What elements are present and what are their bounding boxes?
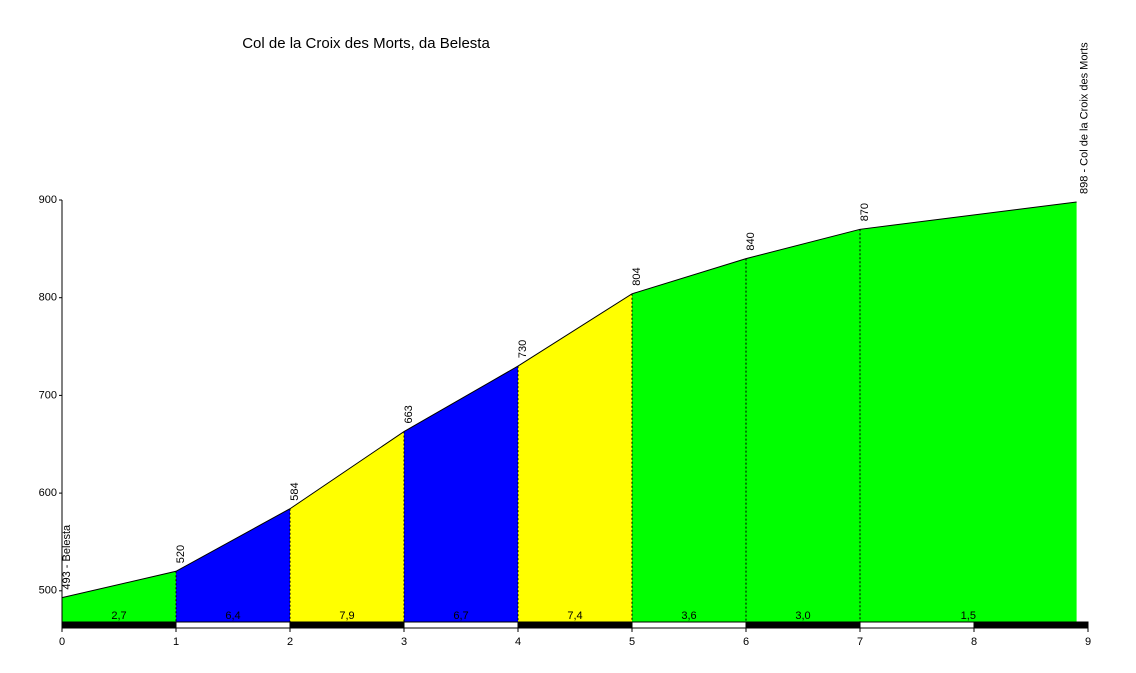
elevation-label: 663: [403, 405, 415, 423]
y-tick-label: 600: [39, 487, 57, 499]
km-strip: [403, 621, 519, 629]
x-tick-label: 5: [629, 636, 635, 648]
y-tick-label: 500: [39, 585, 57, 597]
x-tick-label: 0: [59, 636, 65, 648]
km-strip: [61, 621, 177, 629]
gradient-label: 1,5: [961, 610, 976, 622]
elevation-label: 840: [745, 232, 757, 250]
elevation-label: 730: [517, 340, 529, 358]
chart-title: Col de la Croix des Morts, da Belesta: [242, 35, 490, 52]
segment: [62, 571, 176, 625]
gradient-label: 6,7: [453, 610, 468, 622]
x-tick-label: 4: [515, 636, 521, 648]
x-tick-label: 3: [401, 636, 407, 648]
segment: [632, 258, 746, 625]
segment: [860, 201, 1077, 625]
segment: [404, 366, 518, 625]
km-strip: [745, 621, 861, 629]
x-tick-label: 6: [743, 636, 749, 648]
x-tick-label: 1: [173, 636, 179, 648]
elevation-label: 584: [289, 482, 301, 500]
km-strip: [517, 621, 633, 629]
km-strip: [631, 621, 747, 629]
segment: [176, 508, 290, 625]
elevation-label: 520: [175, 545, 187, 563]
x-tick-label: 9: [1085, 636, 1091, 648]
gradient-label: 3,0: [795, 610, 810, 622]
elevation-label: 804: [631, 267, 643, 285]
elevation-label: 870: [859, 203, 871, 221]
km-strip: [973, 621, 1089, 629]
x-tick-label: 2: [287, 636, 293, 648]
y-tick-label: 800: [39, 292, 57, 304]
segment: [746, 229, 860, 625]
x-tick-label: 7: [857, 636, 863, 648]
elevation-label: 898 - Col de la Croix des Morts: [1079, 42, 1091, 194]
x-tick-label: 8: [971, 636, 977, 648]
km-strip: [859, 621, 975, 629]
gradient-label: 7,9: [339, 610, 354, 622]
y-tick-label: 900: [39, 194, 57, 206]
gradient-label: 3,6: [681, 610, 696, 622]
gradient-label: 2,7: [111, 610, 126, 622]
segment: [290, 431, 404, 625]
y-tick-label: 700: [39, 389, 57, 401]
segment: [518, 293, 632, 625]
elevation-label: 493 - Belesta: [61, 524, 73, 590]
gradient-label: 7,4: [567, 610, 582, 622]
km-strip: [175, 621, 291, 629]
km-strip: [289, 621, 405, 629]
gradient-label: 6,4: [225, 610, 240, 622]
